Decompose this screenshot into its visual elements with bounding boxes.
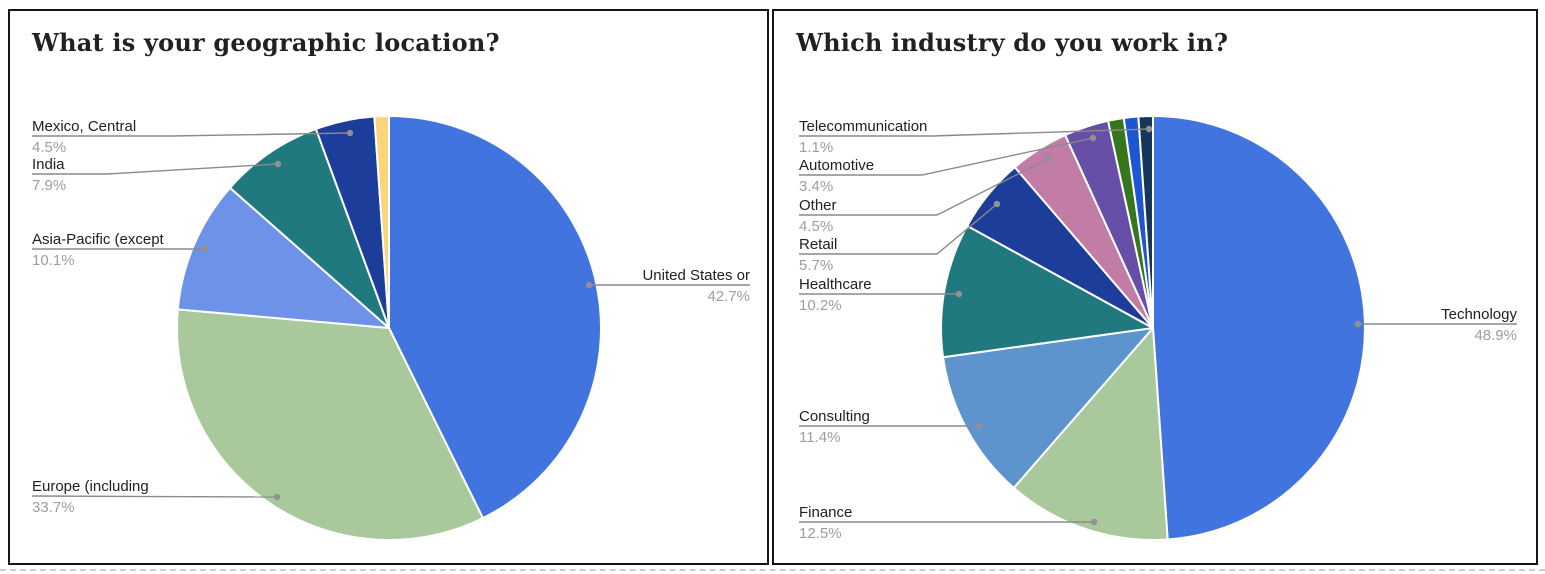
slice-label: Europe (including	[32, 478, 149, 495]
leader-dot-consulting	[975, 422, 983, 430]
slice-label: Mexico, Central	[32, 118, 137, 135]
slice-percent: 10.2%	[799, 297, 842, 314]
pie-slice-asia-pacific-except[interactable]	[176, 186, 390, 329]
leader-line-mexico-central	[32, 132, 351, 137]
slice-callout-other: Other 4.5%	[799, 197, 837, 235]
slice-percent: 5.7%	[799, 257, 834, 274]
slice-callout-europe-including: Europe (including 33.7%	[32, 478, 149, 516]
slice-percent: 48.9%	[1474, 327, 1517, 344]
leader-dot-mexico-central	[346, 129, 354, 137]
slice-callout-india: India 7.9%	[32, 156, 66, 194]
slice-label: Healthcare	[799, 276, 872, 293]
industry-pie-chart	[799, 115, 1517, 541]
slice-callout-technology: Technology 48.9%	[1441, 306, 1517, 344]
leader-line-telecommunication	[799, 128, 1150, 137]
sheet-gridline	[0, 569, 1545, 571]
slice-percent: 11.4%	[799, 429, 841, 446]
slice-callout-retail: Retail 5.7%	[799, 236, 837, 274]
leader-line-other	[799, 158, 1049, 216]
slice-label: United States or	[642, 267, 750, 284]
leader-dot-retail	[993, 200, 1001, 208]
leader-line-europe-including	[31, 495, 278, 498]
slice-label: Retail	[799, 236, 838, 253]
industry-chart-panel[interactable]: Which industry do you work in? Telecommu…	[772, 9, 1538, 565]
slice-label: Finance	[799, 504, 853, 521]
pie-slice-unlabeled-5[interactable]	[373, 115, 390, 329]
leader-line-automotive	[799, 137, 1094, 176]
slice-percent: 1.1%	[799, 139, 834, 156]
slice-percent: 12.5%	[799, 525, 842, 542]
leader-dot-asia-pacific-except	[201, 245, 209, 253]
leader-dot-finance	[1090, 518, 1098, 526]
slice-callout-finance: Finance 12.5%	[799, 504, 852, 542]
slice-percent: 4.5%	[32, 139, 67, 156]
slice-callout-consulting: Consulting 11.4%	[799, 408, 870, 446]
pie-slice-finance[interactable]	[1012, 327, 1169, 541]
leader-line-india	[32, 163, 279, 175]
slice-label: Asia-Pacific (except	[32, 231, 164, 248]
slice-percent: 10.1%	[32, 252, 75, 269]
pie-slice-telecommunication[interactable]	[1137, 115, 1154, 329]
leader-line-retail	[799, 203, 998, 255]
pie-slice-consulting[interactable]	[942, 327, 1154, 489]
slice-label: India	[32, 156, 65, 173]
pie-slice-india[interactable]	[228, 127, 390, 329]
slice-callout-asia-pacific-except: Asia-Pacific (except 10.1%	[32, 231, 164, 269]
leader-dot-india	[274, 160, 282, 168]
slice-label: Automotive	[799, 157, 875, 174]
slice-percent: 7.9%	[32, 177, 67, 194]
slice-label: Telecommunication	[799, 118, 928, 135]
leader-dot-united-states-or	[585, 281, 593, 289]
slice-percent: 33.7%	[32, 499, 75, 516]
slice-percent: 3.4%	[799, 178, 834, 195]
slice-callout-telecommunication: Telecommunication 1.1%	[799, 118, 927, 156]
slice-label: Other	[799, 197, 837, 214]
chart-title-geographic-location: What is your geographic location?	[32, 28, 500, 57]
pie-slice-europe-including[interactable]	[176, 308, 484, 541]
slice-callout-automotive: Automotive 3.4%	[799, 157, 874, 195]
slice-percent: 4.5%	[799, 218, 834, 235]
leader-dot-automotive	[1089, 134, 1097, 142]
slice-percent: 42.7%	[707, 288, 750, 305]
pie-slice-united-states-or[interactable]	[388, 115, 602, 520]
slice-callout-mexico-central: Mexico, Central 4.5%	[32, 118, 136, 156]
slice-callout-united-states-or: United States or 42.7%	[642, 267, 750, 305]
leader-dot-europe-including	[273, 493, 281, 501]
leader-dot-healthcare	[955, 290, 963, 298]
leader-dot-other	[1044, 155, 1052, 163]
geographic-location-chart-panel[interactable]: What is your geographic location? Mexico…	[8, 9, 769, 565]
chart-title-industry: Which industry do you work in?	[796, 28, 1229, 57]
slice-callout-healthcare: Healthcare 10.2%	[799, 276, 872, 314]
leader-dot-telecommunication	[1145, 125, 1153, 133]
pie-slice-technology[interactable]	[1152, 115, 1366, 541]
slice-label: Consulting	[799, 408, 870, 425]
slice-label: Technology	[1441, 306, 1517, 323]
geographic-location-pie-chart	[31, 115, 750, 541]
leader-dot-technology	[1354, 320, 1362, 328]
